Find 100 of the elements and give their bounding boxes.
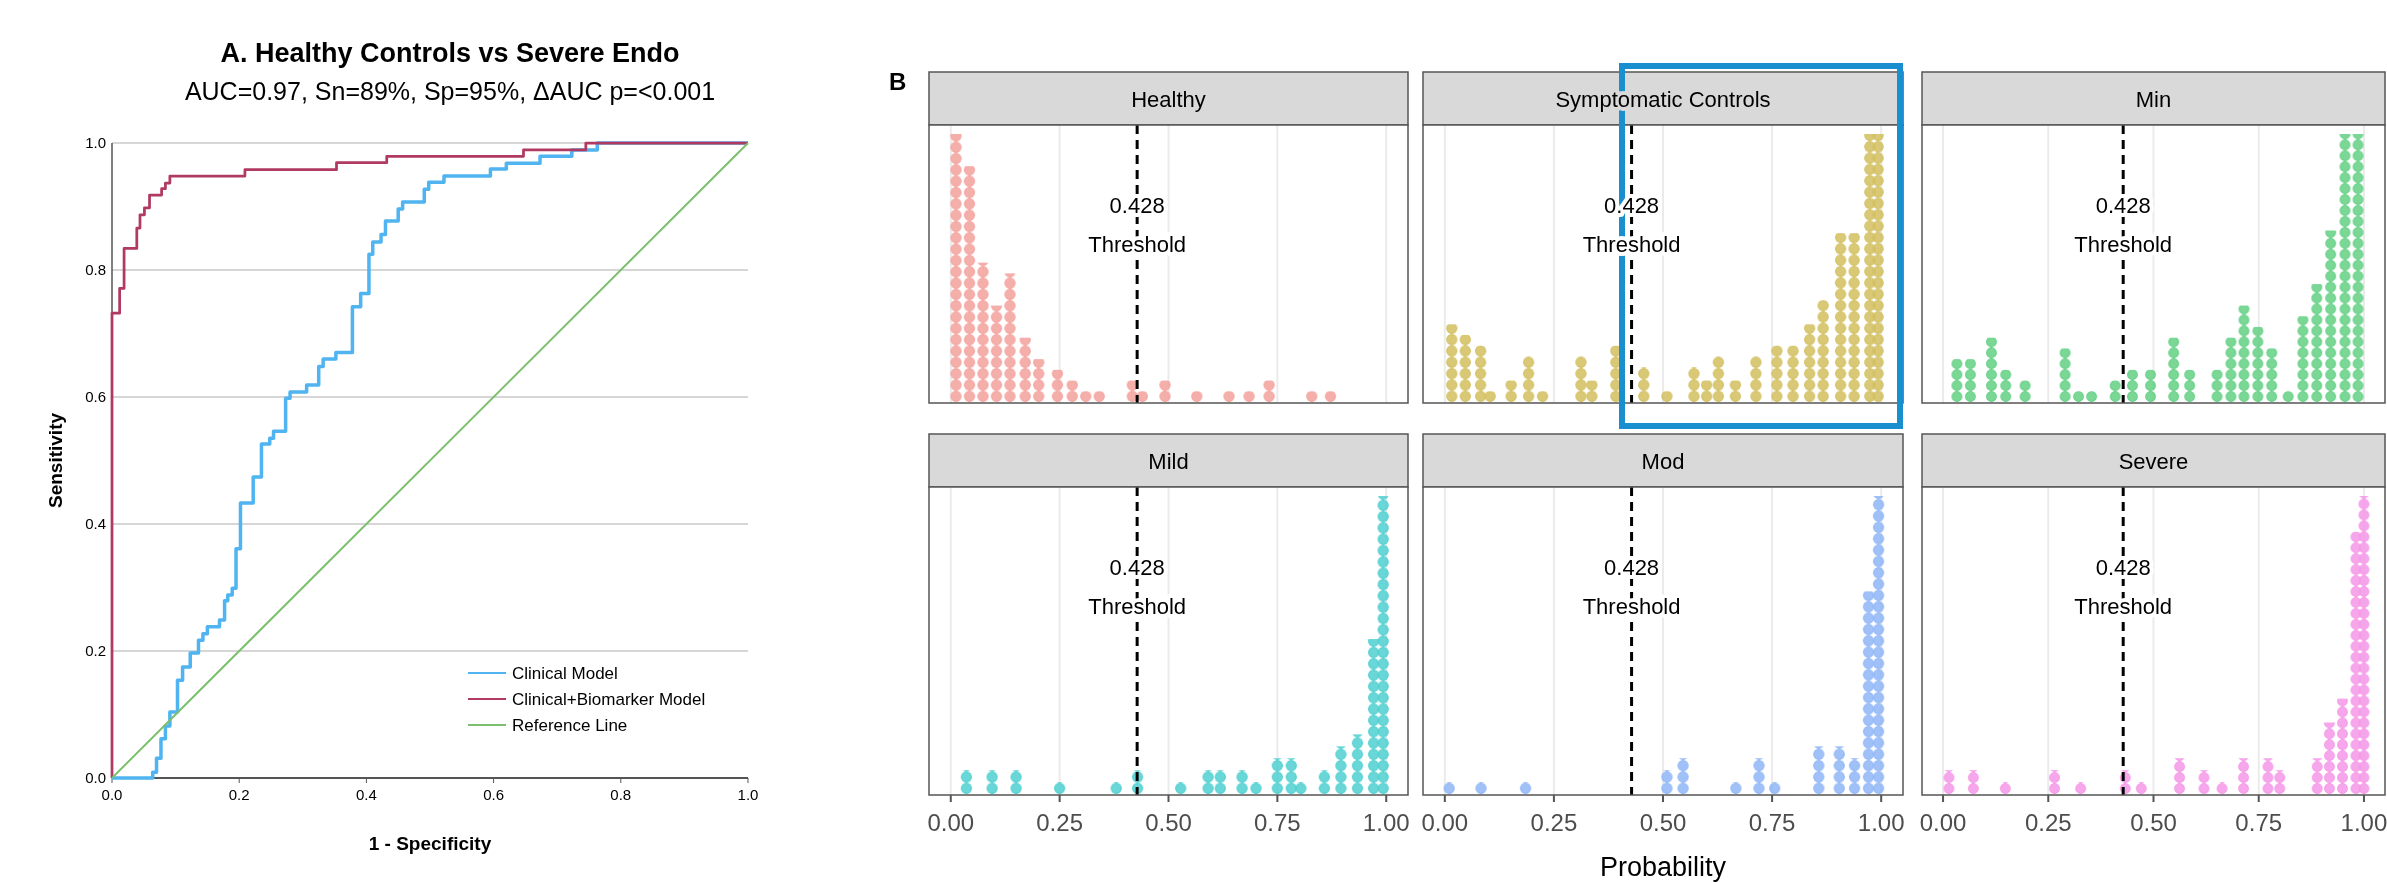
bar xyxy=(1306,391,1318,402)
chart-title: Mild xyxy=(1148,448,1189,474)
bar xyxy=(1834,233,1847,402)
bar xyxy=(986,770,998,794)
ref-line-label: 0.428 Threshold xyxy=(1088,193,1187,257)
legend-label: Clinical Model xyxy=(512,664,618,683)
bar xyxy=(2216,782,2228,794)
bar xyxy=(2109,380,2121,402)
bar xyxy=(2262,758,2274,794)
bar xyxy=(990,305,1003,402)
x-tick-label: 0.00 xyxy=(1421,809,1469,836)
text: B xyxy=(889,68,907,95)
bar xyxy=(1700,380,1713,402)
bar xyxy=(2198,770,2210,794)
y-tick-label: 0.4 xyxy=(85,515,106,532)
ref-line-label: 0.428 Threshold xyxy=(1088,555,1187,619)
x-tick-label: 0.25 xyxy=(1530,809,1578,836)
bar xyxy=(1999,782,2011,794)
bar xyxy=(1223,391,1235,402)
bar xyxy=(1688,367,1700,402)
legend-label: Reference Line xyxy=(512,716,628,735)
bar xyxy=(1817,300,1829,402)
bar xyxy=(2266,348,2278,402)
x-tick-label: 1.0 xyxy=(737,786,759,803)
bar xyxy=(1951,359,1963,402)
bar xyxy=(1175,782,1187,794)
bar xyxy=(1769,782,1781,794)
bar xyxy=(2323,722,2335,794)
bar xyxy=(2297,316,2309,402)
bar xyxy=(2184,369,2196,402)
x-tick-label: 0.00 xyxy=(1919,809,1967,836)
bar xyxy=(1474,345,1487,402)
x-tick-label: 0.50 xyxy=(2130,809,2177,836)
bar xyxy=(1638,367,1650,402)
bar xyxy=(2086,391,2098,402)
bar xyxy=(2352,134,2364,402)
bar xyxy=(2339,134,2351,402)
x-tick-label: 0.50 xyxy=(1145,809,1192,836)
bar xyxy=(1443,782,1455,794)
bar xyxy=(1053,782,1066,794)
y-tick-label: 0.8 xyxy=(85,261,106,278)
ref-line-label: 0.428 Threshold xyxy=(2074,193,2173,257)
y-tick-label: 0.6 xyxy=(85,388,106,405)
bar xyxy=(950,134,962,402)
bar xyxy=(1519,782,1532,794)
bar xyxy=(1318,770,1331,794)
x-tick-label: 0.75 xyxy=(2235,809,2283,836)
x-tick-label: 0.25 xyxy=(2024,809,2072,836)
y-tick-label: 0.2 xyxy=(85,642,106,659)
bar xyxy=(1159,380,1171,402)
bar xyxy=(1324,391,1337,402)
bar xyxy=(1771,345,1783,402)
y-tick-label: 0.0 xyxy=(85,769,106,786)
chart-subtitle: AUC=0.97, Sn=89%, Sp=95%, ΔAUC p=<0.001 xyxy=(184,77,716,105)
x-tick-label: 1.00 xyxy=(2340,809,2387,836)
bar xyxy=(2325,230,2337,402)
bar xyxy=(1661,391,1673,402)
bar xyxy=(1010,770,1022,794)
bar xyxy=(1677,758,1689,794)
x-tick-label: 0.4 xyxy=(355,786,377,803)
bar xyxy=(1848,233,1860,402)
legend-label: Clinical+Biomarker Model xyxy=(512,690,706,709)
bar xyxy=(1202,770,1214,794)
x-tick-label: 0.6 xyxy=(483,786,505,803)
bar xyxy=(1536,391,1549,402)
bar xyxy=(1729,380,1742,402)
bar xyxy=(1787,345,1799,402)
bar xyxy=(2073,391,2085,402)
bar xyxy=(1813,746,1825,794)
bar xyxy=(1753,758,1765,794)
bar xyxy=(1236,770,1248,794)
bar xyxy=(1285,758,1297,794)
bar xyxy=(1459,335,1471,402)
y-axis-title: Sensitivity xyxy=(45,412,66,509)
chart-title: Min xyxy=(2135,86,2172,112)
bar xyxy=(1191,391,1203,402)
bar xyxy=(1295,782,1307,794)
bar xyxy=(1214,770,1226,794)
chart-title: A. Healthy Controls vs Severe Endo xyxy=(220,38,680,68)
bar xyxy=(1712,356,1725,402)
bar xyxy=(1803,324,1816,402)
bar xyxy=(1250,782,1262,794)
bar xyxy=(1985,337,1997,402)
bar xyxy=(2174,758,2186,794)
bar xyxy=(2274,770,2286,794)
bar xyxy=(2049,770,2061,794)
bar xyxy=(2168,337,2180,402)
chart-title: Healthy xyxy=(1131,86,1206,112)
bar xyxy=(1271,758,1284,794)
bar xyxy=(2337,698,2348,794)
bar xyxy=(1967,770,1979,794)
bar xyxy=(1475,782,1487,794)
bar xyxy=(2311,758,2323,794)
bar xyxy=(1066,380,1078,402)
bar xyxy=(1943,770,1955,794)
bar xyxy=(2135,782,2147,794)
bar xyxy=(2238,305,2250,402)
bar xyxy=(1243,391,1255,402)
bar xyxy=(1730,782,1742,794)
bar xyxy=(2225,337,2237,402)
